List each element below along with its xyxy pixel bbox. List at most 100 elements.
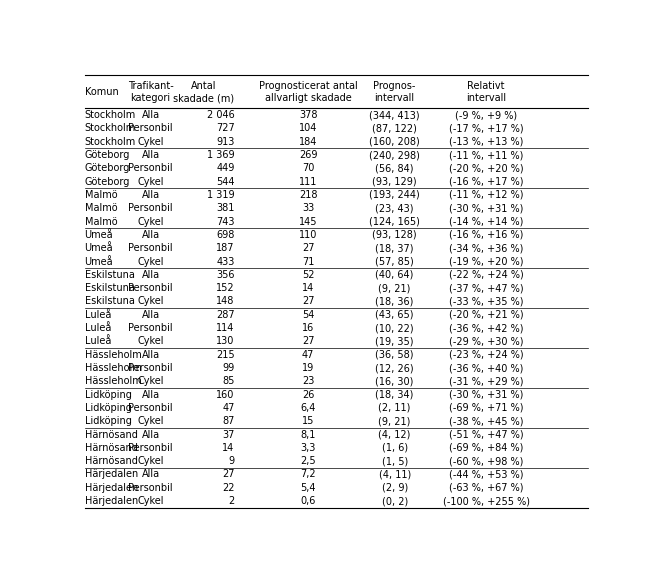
Text: (1, 5): (1, 5)	[382, 456, 408, 466]
Text: 449: 449	[216, 163, 235, 174]
Text: 104: 104	[299, 123, 318, 134]
Text: Stockholm: Stockholm	[85, 123, 136, 134]
Text: 287: 287	[216, 310, 235, 320]
Text: 2,5: 2,5	[300, 456, 316, 466]
Text: 2: 2	[228, 496, 235, 506]
Text: 1 319: 1 319	[207, 190, 235, 200]
Text: (23, 43): (23, 43)	[375, 203, 414, 213]
Text: 15: 15	[302, 416, 314, 426]
Text: (-30 %, +31 %): (-30 %, +31 %)	[449, 390, 523, 399]
Text: 16: 16	[302, 323, 314, 333]
Text: Prognosticerat antal
allvarligt skadade: Prognosticerat antal allvarligt skadade	[259, 81, 358, 103]
Text: (-33 %, +35 %): (-33 %, +35 %)	[449, 296, 523, 307]
Text: Personbil: Personbil	[129, 203, 173, 213]
Text: Göteborg: Göteborg	[85, 150, 130, 160]
Text: Personbil: Personbil	[129, 403, 173, 413]
Text: Göteborg: Göteborg	[85, 176, 130, 187]
Text: Personbil: Personbil	[129, 123, 173, 134]
Text: Umeå: Umeå	[85, 230, 113, 240]
Text: Hässleholm: Hässleholm	[85, 363, 141, 373]
Text: 37: 37	[222, 430, 235, 439]
Text: 145: 145	[299, 217, 318, 226]
Text: 160: 160	[216, 390, 235, 399]
Text: 184: 184	[299, 137, 318, 147]
Text: Stockholm: Stockholm	[85, 137, 136, 147]
Text: (-13 %, +13 %): (-13 %, +13 %)	[449, 137, 523, 147]
Text: 130: 130	[216, 336, 235, 347]
Text: Hässleholm: Hässleholm	[85, 350, 141, 360]
Text: 27: 27	[302, 296, 314, 307]
Text: 71: 71	[302, 257, 314, 266]
Text: 743: 743	[216, 217, 235, 226]
Text: (1, 6): (1, 6)	[382, 443, 408, 453]
Text: (-51 %, +47 %): (-51 %, +47 %)	[449, 430, 523, 439]
Text: Personbil: Personbil	[129, 483, 173, 493]
Text: (-44 %, +53 %): (-44 %, +53 %)	[449, 469, 523, 480]
Text: 22: 22	[222, 483, 235, 493]
Text: 215: 215	[216, 350, 235, 360]
Text: Härnösand: Härnösand	[85, 430, 137, 439]
Text: (-34 %, +36 %): (-34 %, +36 %)	[449, 243, 523, 253]
Text: (-22 %, +24 %): (-22 %, +24 %)	[449, 270, 523, 280]
Text: (-60 %, +98 %): (-60 %, +98 %)	[449, 456, 523, 466]
Text: 913: 913	[216, 137, 235, 147]
Text: Härnösand: Härnösand	[85, 456, 137, 466]
Text: (-20 %, +21 %): (-20 %, +21 %)	[449, 310, 523, 320]
Text: Alla: Alla	[142, 310, 159, 320]
Text: 33: 33	[302, 203, 314, 213]
Text: Komun: Komun	[85, 87, 118, 97]
Text: (-36 %, +42 %): (-36 %, +42 %)	[449, 323, 523, 333]
Text: Alla: Alla	[142, 270, 159, 280]
Text: (-23 %, +24 %): (-23 %, +24 %)	[449, 350, 523, 360]
Text: Alla: Alla	[142, 190, 159, 200]
Text: 27: 27	[222, 469, 235, 480]
Text: Luleå: Luleå	[85, 336, 111, 347]
Text: (18, 37): (18, 37)	[375, 243, 414, 253]
Text: (-38 %, +45 %): (-38 %, +45 %)	[449, 416, 523, 426]
Text: 1 369: 1 369	[207, 150, 235, 160]
Text: (-9 %, +9 %): (-9 %, +9 %)	[455, 110, 517, 120]
Text: (-29 %, +30 %): (-29 %, +30 %)	[449, 336, 523, 347]
Text: 378: 378	[299, 110, 318, 120]
Text: (9, 21): (9, 21)	[379, 416, 411, 426]
Text: 727: 727	[216, 123, 235, 134]
Text: 114: 114	[216, 323, 235, 333]
Text: (160, 208): (160, 208)	[369, 137, 420, 147]
Text: 47: 47	[222, 403, 235, 413]
Text: (0, 2): (0, 2)	[382, 496, 408, 506]
Text: Cykel: Cykel	[137, 176, 164, 187]
Text: 111: 111	[299, 176, 318, 187]
Text: (-11 %, +12 %): (-11 %, +12 %)	[449, 190, 523, 200]
Text: 187: 187	[216, 243, 235, 253]
Text: Personbil: Personbil	[129, 243, 173, 253]
Text: Cykel: Cykel	[137, 257, 164, 266]
Text: 47: 47	[302, 350, 314, 360]
Text: (-20 %, +20 %): (-20 %, +20 %)	[449, 163, 523, 174]
Text: Relativt
intervall: Relativt intervall	[466, 81, 506, 103]
Text: 110: 110	[299, 230, 318, 240]
Text: Umeå: Umeå	[85, 257, 113, 266]
Text: (9, 21): (9, 21)	[379, 283, 411, 293]
Text: 2 046: 2 046	[207, 110, 235, 120]
Text: (-16 %, +17 %): (-16 %, +17 %)	[449, 176, 523, 187]
Text: (40, 64): (40, 64)	[375, 270, 414, 280]
Text: 99: 99	[222, 363, 235, 373]
Text: (124, 165): (124, 165)	[369, 217, 420, 226]
Text: (-11 %, +11 %): (-11 %, +11 %)	[449, 150, 523, 160]
Text: (4, 11): (4, 11)	[379, 469, 411, 480]
Text: 544: 544	[216, 176, 235, 187]
Text: (12, 26): (12, 26)	[375, 363, 414, 373]
Text: (-36 %, +40 %): (-36 %, +40 %)	[449, 363, 523, 373]
Text: Malmö: Malmö	[85, 203, 117, 213]
Text: Prognos-
intervall: Prognos- intervall	[373, 81, 416, 103]
Text: 52: 52	[302, 270, 314, 280]
Text: Stockholm: Stockholm	[85, 110, 136, 120]
Text: Cykel: Cykel	[137, 217, 164, 226]
Text: Alla: Alla	[142, 469, 159, 480]
Text: (-37 %, +47 %): (-37 %, +47 %)	[449, 283, 523, 293]
Text: Lidköping: Lidköping	[85, 403, 131, 413]
Text: Eskilstuna: Eskilstuna	[85, 283, 134, 293]
Text: 54: 54	[302, 310, 314, 320]
Text: (2, 11): (2, 11)	[379, 403, 411, 413]
Text: Umeå: Umeå	[85, 243, 113, 253]
